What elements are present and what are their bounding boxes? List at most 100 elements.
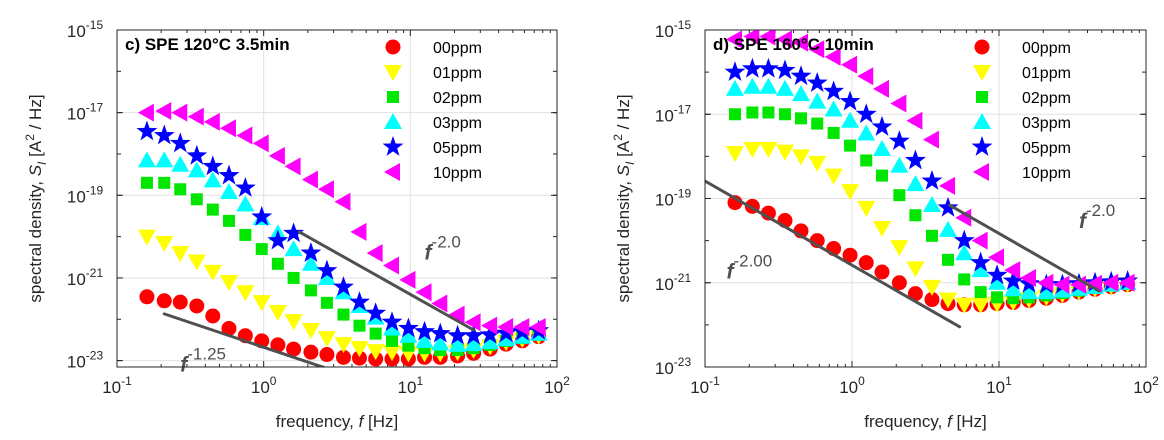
x-tick-label: 102 xyxy=(1133,374,1159,397)
data-point-05ppm xyxy=(234,177,256,197)
data-point-03ppm xyxy=(236,195,255,212)
data-point-03ppm xyxy=(284,240,303,257)
y-tick-label: 10-23 xyxy=(67,349,104,372)
data-point-02ppm xyxy=(893,189,906,202)
data-point-05ppm xyxy=(202,155,224,176)
data-point-02ppm xyxy=(140,176,153,189)
y-axis-title-sub: I xyxy=(35,161,49,165)
data-point-01ppm xyxy=(155,236,174,253)
data-point-01ppm xyxy=(268,304,287,321)
data-point-02ppm xyxy=(353,319,366,332)
data-point-03ppm xyxy=(497,330,516,347)
data-point-10ppm xyxy=(775,30,792,49)
chart-panel-d: 10-1 100 101 10210-2310-2110-1910-1710-15f-… xyxy=(611,18,1159,431)
y-axis-title-var: S xyxy=(26,164,45,176)
y-tick-exponent: -21 xyxy=(674,271,692,285)
data-point-03ppm xyxy=(464,335,483,352)
data-point-03ppm xyxy=(301,254,320,271)
data-point-01ppm xyxy=(219,274,238,291)
data-point-03ppm xyxy=(203,171,222,188)
data-point-00ppm xyxy=(924,292,940,308)
y-tick-label: 10-21 xyxy=(655,271,692,294)
data-point-10ppm xyxy=(922,130,939,149)
data-point-01ppm xyxy=(759,141,778,158)
chart-panel-c: 10-1 100 101 10210-2310-2110-1910-1710-15f-… xyxy=(23,18,570,431)
data-point-01ppm xyxy=(743,141,762,158)
x-tick-exponent: 2 xyxy=(563,374,570,388)
data-point-01ppm xyxy=(383,345,402,362)
slope-line xyxy=(705,179,962,329)
y-tick-label: 10-17 xyxy=(655,102,692,125)
legend-marker-02ppm xyxy=(387,91,399,103)
data-point-01ppm xyxy=(171,246,190,263)
data-point-03ppm xyxy=(971,261,990,278)
data-point-05ppm xyxy=(937,196,959,217)
data-point-10ppm xyxy=(873,79,890,98)
data-point-00ppm xyxy=(303,344,319,360)
data-point-10ppm xyxy=(497,318,514,337)
data-point-01ppm xyxy=(137,229,156,246)
y-tick-label: 10-15 xyxy=(67,18,104,41)
x-axis-title-unit: [Hz] xyxy=(952,412,987,431)
legend-label-00ppm: 00ppm xyxy=(1022,40,1071,57)
series-10ppm xyxy=(137,101,546,337)
slope-label: f-2.0 xyxy=(425,232,461,264)
y-axis-title-unit: [A xyxy=(614,140,633,161)
data-point-00ppm xyxy=(842,247,858,263)
data-point-03ppm xyxy=(1020,283,1039,300)
data-point-10ppm xyxy=(808,40,825,59)
data-point-10ppm xyxy=(906,111,923,130)
data-point-01ppm xyxy=(792,149,811,166)
data-point-01ppm xyxy=(873,220,892,237)
legend-marker-10ppm xyxy=(384,163,400,181)
data-point-10ppm xyxy=(726,30,743,49)
data-point-10ppm xyxy=(971,231,988,250)
data-point-05ppm xyxy=(267,229,289,250)
x-tick-exponent: -1 xyxy=(121,374,132,388)
data-point-10ppm xyxy=(529,318,546,337)
data-point-01ppm xyxy=(301,323,320,340)
data-point-05ppm xyxy=(871,115,893,136)
y-axis-title-unit-exp: 2 xyxy=(23,134,37,141)
data-point-01ppm xyxy=(906,261,925,278)
y-tick-base: 10 xyxy=(67,22,86,41)
data-point-00ppm xyxy=(156,293,172,309)
data-point-10ppm xyxy=(1020,268,1037,287)
data-point-10ppm xyxy=(187,107,204,126)
series-group xyxy=(724,30,1139,314)
data-point-02ppm xyxy=(337,308,350,321)
data-point-02ppm xyxy=(991,291,1004,304)
y-tick-base: 10 xyxy=(655,106,674,125)
x-tick-base: 10 xyxy=(690,378,709,397)
legend-marker-05ppm xyxy=(382,136,404,156)
data-point-10ppm xyxy=(431,294,448,313)
x-tick-base: 10 xyxy=(839,378,858,397)
data-point-10ppm xyxy=(955,208,972,227)
x-tick-label: 100 xyxy=(839,374,865,397)
y-tick-exponent: -15 xyxy=(86,18,104,32)
data-point-02ppm xyxy=(974,286,987,299)
series-10ppm xyxy=(726,30,1135,294)
legend-marker-05ppm xyxy=(971,136,993,156)
legend-label-03ppm: 03ppm xyxy=(1022,115,1071,132)
data-point-03ppm xyxy=(792,85,811,102)
slope-line xyxy=(947,203,1101,293)
data-point-05ppm xyxy=(904,149,926,170)
data-point-03ppm xyxy=(939,220,958,237)
x-tick-exponent: 1 xyxy=(1005,374,1012,388)
series-05ppm xyxy=(136,120,550,345)
data-point-03ppm xyxy=(906,175,925,192)
legend-label-10ppm: 10ppm xyxy=(433,165,482,182)
data-point-10ppm xyxy=(481,316,498,335)
data-point-05ppm xyxy=(381,311,403,332)
data-point-03ppm xyxy=(1037,283,1056,300)
slope-label: f-2.0 xyxy=(1079,201,1115,233)
data-point-10ppm xyxy=(890,94,907,113)
slope-label-base: f xyxy=(425,241,434,264)
data-point-10ppm xyxy=(513,318,530,337)
data-point-05ppm xyxy=(806,72,828,92)
x-tick-label: 100 xyxy=(251,374,277,397)
data-point-05ppm xyxy=(300,242,322,262)
data-point-03ppm xyxy=(155,151,174,168)
y-tick-exponent: -17 xyxy=(674,102,692,116)
